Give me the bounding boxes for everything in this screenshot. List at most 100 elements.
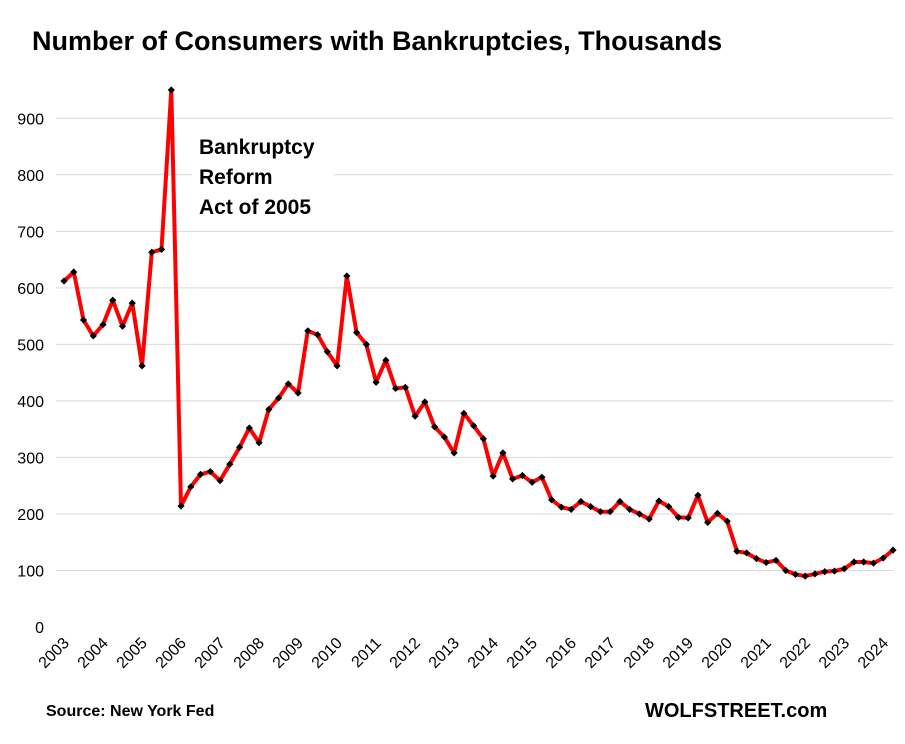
- data-point: [587, 502, 595, 511]
- series-line: [62, 88, 895, 579]
- data-point: [801, 572, 809, 580]
- x-tick-label: 2005: [114, 635, 151, 672]
- data-point: [235, 443, 244, 451]
- x-tick-label: 2009: [270, 635, 307, 672]
- data-point: [626, 505, 634, 514]
- data-point: [304, 327, 312, 335]
- data-point: [518, 471, 526, 480]
- data-point: [704, 518, 712, 527]
- x-tick-label: 2007: [192, 635, 229, 672]
- data-point: [323, 348, 331, 356]
- data-point: [821, 568, 829, 576]
- data-point: [99, 320, 107, 329]
- x-tick-label: 2019: [660, 635, 697, 672]
- brand-logo: WOLFSTREET.com: [645, 700, 828, 722]
- data-point: [782, 566, 790, 575]
- x-tick-label: 2010: [309, 635, 346, 672]
- annotation-line-3: Act of 2005: [199, 196, 311, 219]
- annotation-line-1: Bankruptcy: [199, 136, 315, 159]
- data-point: [118, 322, 127, 330]
- series-layer: [60, 86, 897, 580]
- data-point: [284, 380, 292, 388]
- data-point: [567, 505, 575, 514]
- data-point: [70, 268, 78, 276]
- data-point: [421, 398, 429, 406]
- data-point: [791, 570, 800, 579]
- data-point: [674, 513, 683, 521]
- data-point: [811, 570, 819, 578]
- data-point: [431, 423, 439, 431]
- y-tick-label: 700: [17, 224, 44, 241]
- x-tick-label: 2017: [582, 635, 619, 672]
- data-point: [850, 558, 858, 566]
- x-tick-label: 2008: [231, 635, 268, 672]
- data-point: [177, 502, 185, 510]
- data-point: [255, 439, 263, 447]
- data-point: [372, 378, 380, 386]
- annotation-background: [192, 132, 334, 230]
- data-point: [879, 554, 887, 562]
- data-point: [167, 86, 175, 94]
- data-point: [343, 272, 351, 280]
- data-point: [684, 514, 692, 522]
- data-point: [245, 424, 253, 432]
- data-point: [772, 556, 780, 564]
- y-tick-label: 900: [17, 111, 44, 128]
- data-point: [128, 299, 136, 307]
- data-point: [294, 389, 302, 397]
- x-tick-label: 2003: [36, 635, 73, 672]
- data-point: [196, 470, 205, 478]
- x-tick-label: 2018: [621, 635, 658, 672]
- data-point: [499, 449, 507, 457]
- data-point: [206, 467, 214, 476]
- data-point: [548, 496, 556, 504]
- data-point: [528, 478, 536, 486]
- y-tick-label: 400: [17, 394, 44, 411]
- data-point: [60, 277, 68, 285]
- data-point: [655, 497, 663, 505]
- data-point: [226, 460, 234, 468]
- data-point: [830, 567, 839, 575]
- data-point: [216, 476, 224, 485]
- data-point: [635, 510, 644, 518]
- data-point: [382, 356, 390, 364]
- data-point: [665, 502, 673, 511]
- data-point: [460, 409, 468, 417]
- x-axis-ticks: 2003 2004 2005 2006 2007 2008 2009 2010 2011 2012…: [36, 635, 893, 672]
- data-point: [869, 559, 878, 567]
- data-point: [138, 362, 146, 370]
- data-point: [645, 515, 653, 523]
- data-point: [694, 491, 702, 499]
- data-point: [557, 503, 565, 511]
- y-tick-label: 500: [17, 337, 44, 354]
- y-axis-ticks: 0 100 200 300 400 500 600 700 800 900: [17, 111, 44, 637]
- data-point: [157, 245, 166, 254]
- data-point: [723, 517, 731, 525]
- data-point: [616, 497, 624, 506]
- data-point: [313, 331, 322, 339]
- data-point: [489, 472, 497, 480]
- data-point: [733, 547, 741, 555]
- data-point: [752, 555, 761, 563]
- x-tick-label: 2014: [465, 635, 502, 672]
- data-point: [265, 405, 273, 413]
- data-point: [401, 383, 409, 391]
- data-point: [479, 435, 487, 443]
- data-point: [470, 422, 478, 430]
- x-tick-label: 2006: [153, 635, 190, 672]
- data-point: [606, 508, 614, 516]
- data-point: [762, 558, 770, 567]
- data-point: [743, 549, 751, 557]
- data-point: [440, 433, 448, 441]
- annotation-line-2: Reform: [199, 166, 273, 189]
- data-point: [411, 412, 419, 420]
- x-tick-label: 2012: [387, 635, 424, 672]
- x-tick-label: 2022: [777, 635, 814, 672]
- x-tick-label: 2020: [699, 635, 736, 672]
- data-point: [450, 449, 458, 457]
- x-tick-label: 2016: [543, 635, 580, 672]
- data-point: [596, 508, 605, 516]
- x-tick-label: 2015: [504, 635, 541, 672]
- chart-title: Number of Consumers with Bankruptcies, T…: [32, 26, 723, 56]
